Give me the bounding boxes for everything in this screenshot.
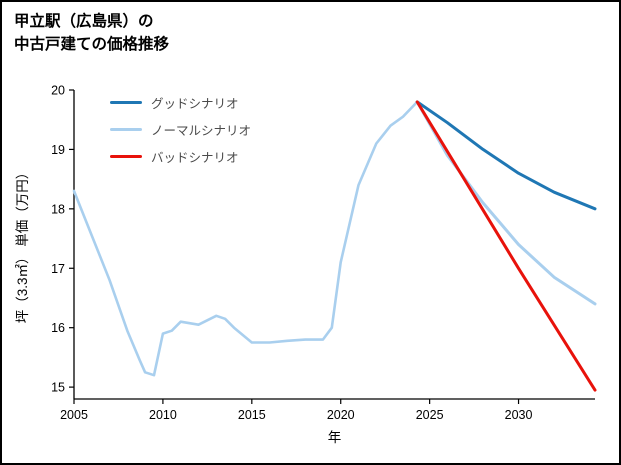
series-line-2 (415, 100, 597, 306)
legend-label: グッドシナリオ (151, 97, 239, 111)
legend-item: ノーマルシナリオ (110, 121, 251, 138)
series-line-0 (72, 100, 419, 377)
y-axis-label: 坪（3.3㎡） 単価（万円） (15, 166, 30, 324)
x-tick-label: 2030 (505, 408, 533, 422)
y-tick-label: 18 (51, 202, 65, 216)
series-line-3 (415, 100, 597, 392)
legend-swatch (110, 127, 142, 132)
chart-legend: グッドシナリオ ノーマルシナリオ バッドシナリオ (110, 94, 251, 165)
y-tick-label: 20 (51, 84, 65, 98)
legend-swatch (110, 154, 142, 159)
y-tick-label: 16 (51, 321, 65, 335)
x-tick-label: 2010 (149, 408, 177, 422)
chart-title-line1: 甲立駅（広島県）の (14, 13, 154, 30)
x-tick-label: 2015 (238, 408, 266, 422)
legend-item: グッドシナリオ (110, 94, 251, 111)
legend-swatch (110, 100, 142, 105)
legend-label: バッドシナリオ (151, 151, 239, 165)
chart-title-line2: 中古戸建ての価格推移 (14, 36, 170, 54)
x-tick-label: 2025 (416, 408, 444, 422)
x-tick-label: 2005 (60, 408, 88, 422)
legend-item: バッドシナリオ (110, 148, 251, 165)
x-tick-label: 2020 (327, 408, 355, 422)
x-axis-label: 年 (328, 430, 342, 445)
series-line-1 (415, 100, 597, 211)
y-tick-label: 15 (51, 381, 65, 395)
legend-label: ノーマルシナリオ (151, 124, 252, 138)
chart-title: 甲立駅（広島県）の 中古戸建ての価格推移 (14, 10, 169, 57)
y-tick-label: 17 (51, 262, 65, 276)
y-tick-label: 19 (51, 143, 65, 157)
